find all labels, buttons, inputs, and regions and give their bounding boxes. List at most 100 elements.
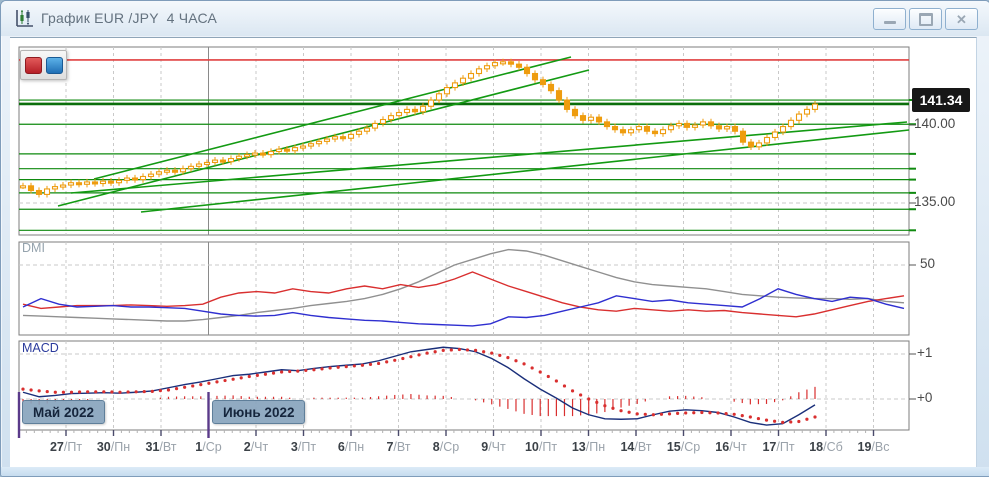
signal-dot xyxy=(94,390,98,394)
price-levels[interactable] xyxy=(19,56,916,232)
signal-dot xyxy=(546,374,550,379)
signal-dot xyxy=(199,383,203,387)
chart-svg[interactable] xyxy=(10,38,976,468)
signal-dot xyxy=(417,353,421,357)
signal-dot xyxy=(570,389,575,393)
signal-dot xyxy=(692,411,696,415)
date-label: 2/Чт xyxy=(243,440,269,454)
signal-dot xyxy=(667,412,672,416)
signal-dot xyxy=(700,410,704,415)
signal-dot xyxy=(385,360,389,364)
signal-dot xyxy=(344,365,348,369)
signal-dot xyxy=(748,415,752,419)
signal-dot xyxy=(587,397,591,401)
signal-dot xyxy=(716,411,720,415)
signal-dot xyxy=(352,364,356,368)
signal-dot xyxy=(110,390,114,394)
signal-dot xyxy=(789,420,793,424)
signal-dot xyxy=(514,359,518,363)
minus-di-line xyxy=(22,288,905,327)
sell-marker-button[interactable] xyxy=(24,56,42,74)
signal-dot xyxy=(627,410,631,414)
signal-dot xyxy=(772,419,777,423)
date-label: 27/Пт xyxy=(49,440,83,454)
date-label: 18/Сб xyxy=(809,440,843,454)
titlebar[interactable]: График EUR /JPY 4 ЧАСА ✕ xyxy=(1,1,989,36)
signal-dot xyxy=(45,389,49,394)
signal-dot xyxy=(659,412,664,416)
date-label: 6/Пн xyxy=(337,440,365,454)
signal-dot xyxy=(676,411,680,415)
signal-dot xyxy=(635,412,639,416)
signal-dot xyxy=(441,348,445,352)
signal-dot xyxy=(77,390,82,394)
signal-dot xyxy=(409,355,413,359)
date-label: 17/Пт xyxy=(762,440,795,454)
macd-line xyxy=(22,346,816,426)
dmi-lines xyxy=(22,248,905,327)
signal-dot xyxy=(263,372,268,376)
restore-button[interactable] xyxy=(909,8,942,30)
signal-dot xyxy=(595,400,599,404)
signal-dot xyxy=(288,369,292,374)
date-label: 19/Вс xyxy=(857,440,890,454)
signal-dot xyxy=(126,390,130,394)
date-label: 13/Пн xyxy=(571,440,606,454)
date-label: 8/Ср xyxy=(432,440,460,454)
macd-panel-label: MACD xyxy=(22,341,59,355)
signal-dot xyxy=(611,406,615,410)
month-label-june: Июнь 2022 xyxy=(212,400,306,424)
window-title: График EUR /JPY 4 ЧАСА xyxy=(41,10,218,26)
signal-dot xyxy=(473,348,478,352)
signal-dot xyxy=(797,419,801,424)
signal-dot xyxy=(562,384,567,388)
signal-dot xyxy=(21,387,25,391)
signal-dot xyxy=(336,365,340,369)
close-button[interactable]: ✕ xyxy=(945,8,978,30)
signal-dot xyxy=(724,412,728,416)
buy-marker-button[interactable] xyxy=(45,56,63,74)
signal-dot xyxy=(498,353,502,357)
signal-dot xyxy=(401,356,405,361)
signal-dot xyxy=(579,393,583,397)
minimize-button[interactable] xyxy=(873,8,906,30)
signal-dot xyxy=(134,390,138,394)
signal-dot xyxy=(368,362,373,366)
signal-dot xyxy=(328,366,332,370)
restore-icon xyxy=(918,12,933,26)
candlesticks[interactable] xyxy=(19,58,819,198)
date-label: 9/Чт xyxy=(481,440,506,454)
signal-dot xyxy=(69,390,74,394)
price-panel-frame xyxy=(18,46,910,236)
signal-dot xyxy=(457,347,462,352)
signal-dot xyxy=(732,412,736,416)
signal-dot xyxy=(781,420,785,424)
signal-dot xyxy=(150,389,154,393)
signal-dot xyxy=(296,369,300,373)
close-icon: ✕ xyxy=(956,11,967,27)
signal-dot xyxy=(280,370,284,374)
signal-dot xyxy=(255,373,259,377)
signal-dot xyxy=(522,362,526,366)
signal-dot xyxy=(603,404,607,408)
signal-dot xyxy=(506,356,510,360)
chart-canvas[interactable] xyxy=(10,37,977,468)
macd-panel-frame xyxy=(18,340,910,431)
signal-dot xyxy=(118,390,122,394)
date-label: 31/Вт xyxy=(145,440,177,454)
signal-dot xyxy=(482,350,486,354)
macd-tick-plus0: +0 xyxy=(917,390,933,405)
signal-dot xyxy=(239,376,243,380)
adx-line xyxy=(22,248,905,322)
window-frame-bottom xyxy=(1,467,989,476)
signal-dot xyxy=(708,411,712,415)
signal-dot xyxy=(490,351,494,355)
signal-dot xyxy=(174,387,179,391)
price-tick-140: 140.00 xyxy=(914,116,956,131)
signal-dot xyxy=(191,384,195,388)
signal-dot xyxy=(304,368,308,373)
signal-dot xyxy=(643,412,647,416)
macd-tick-plus1: +1 xyxy=(917,345,933,360)
signal-dot xyxy=(805,417,809,421)
date-label: 3/Пт xyxy=(290,440,317,454)
